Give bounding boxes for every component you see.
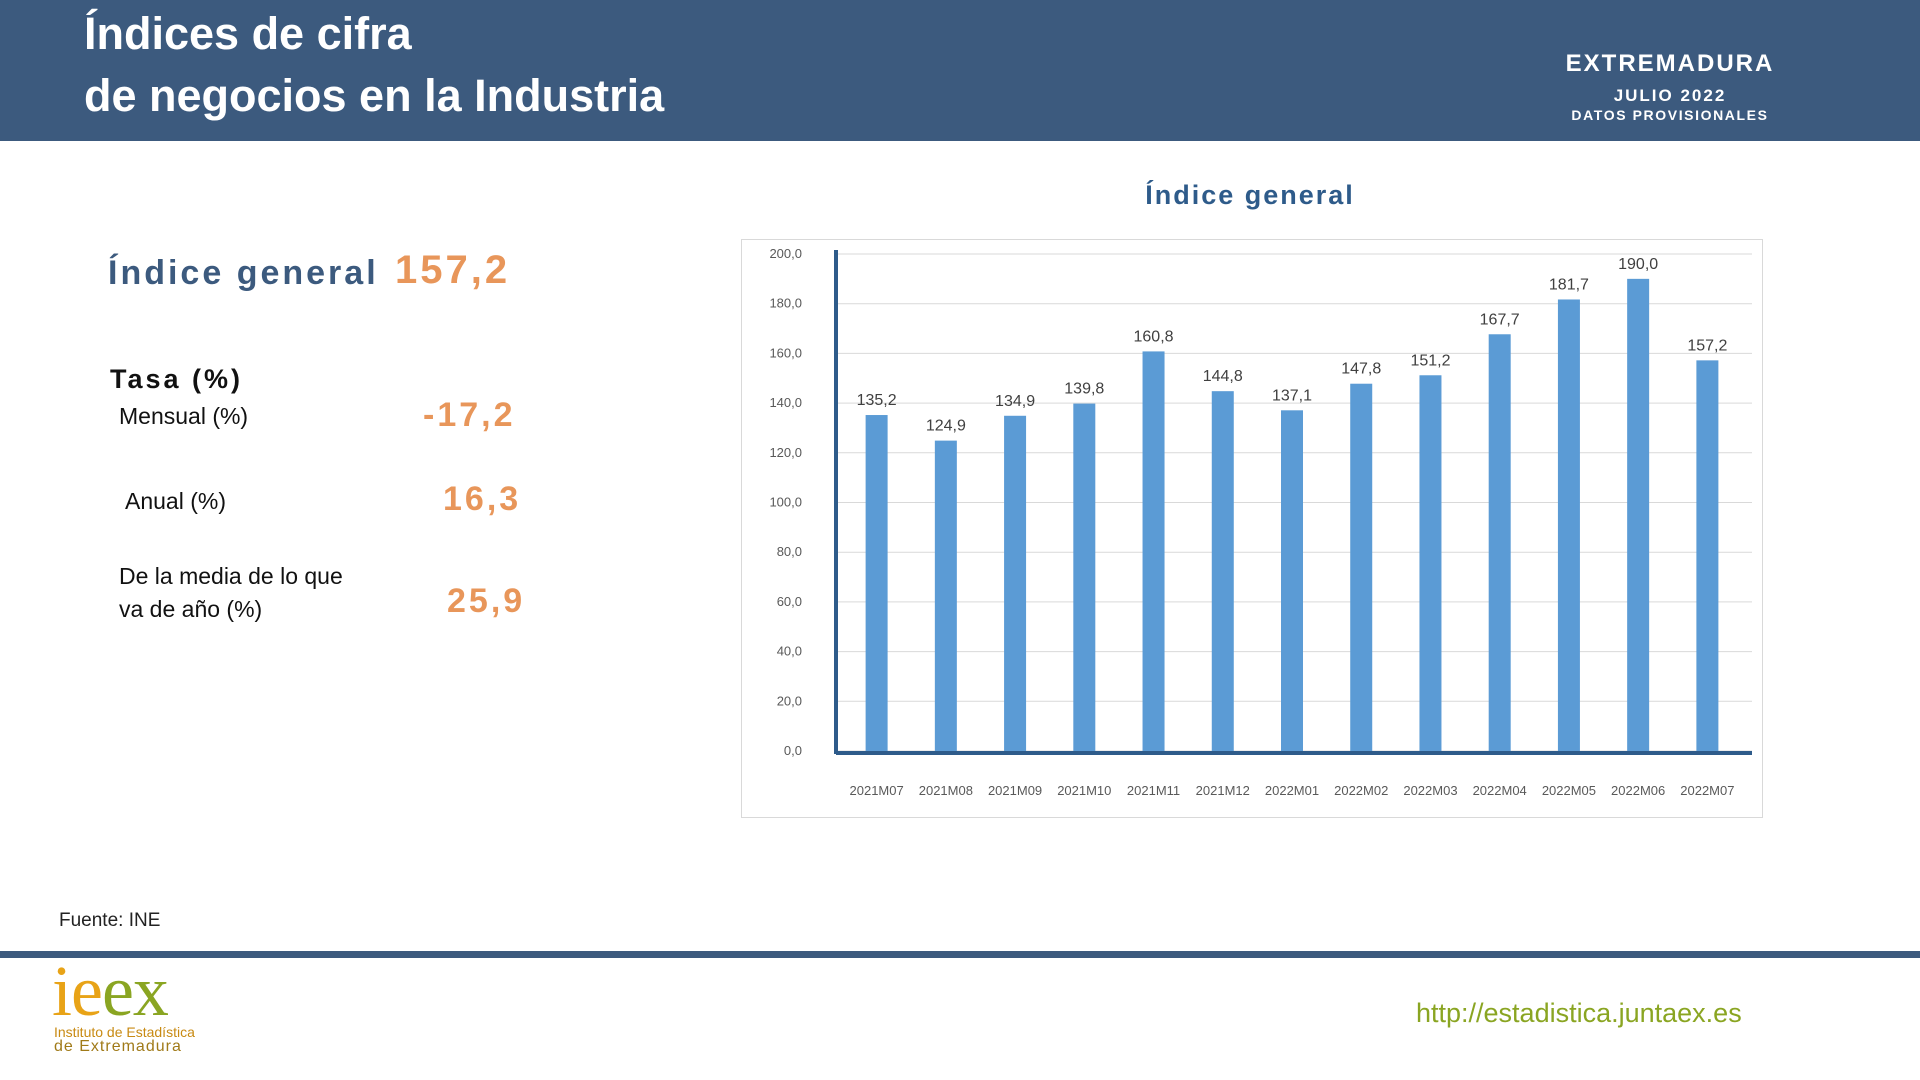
y-tick-label: 20,0 (777, 693, 802, 708)
bar (1419, 375, 1442, 751)
data-label: 157,2 (1687, 337, 1727, 354)
x-tick-label: 2021M12 (1196, 783, 1250, 798)
x-tick-label: 2021M09 (988, 783, 1042, 798)
logo-subtitle-1: Instituto de Estadística (54, 1024, 195, 1040)
data-label: 124,9 (926, 418, 966, 435)
rate-annual-label: Anual (%) (125, 488, 226, 514)
x-tick-label: 2022M03 (1403, 783, 1457, 798)
x-tick-label: 2022M05 (1542, 783, 1596, 798)
rate-ytd-value: 25,9 (447, 582, 526, 620)
data-label: 134,9 (995, 393, 1035, 410)
bar (865, 415, 888, 751)
bar (1557, 299, 1580, 751)
region-label: EXTREMADURA (1565, 50, 1775, 77)
chart-title: Índice general (1145, 180, 1355, 210)
header-bar: Índices de cifra de negocios en la Indus… (0, 0, 1920, 141)
y-tick-label: 100,0 (769, 495, 802, 510)
period-label: JULIO 2022 (1613, 86, 1727, 105)
data-label: 151,2 (1410, 352, 1450, 369)
source-note: Fuente: INE (59, 910, 161, 931)
logo-text-2: ex (101, 951, 169, 1031)
data-label: 144,8 (1203, 368, 1243, 385)
y-tick-label: 200,0 (769, 246, 802, 261)
data-label: 181,7 (1549, 276, 1589, 293)
bar (934, 440, 957, 751)
bar (1627, 278, 1650, 751)
x-tick-label: 2022M04 (1473, 783, 1527, 798)
y-tick-label: 180,0 (769, 296, 802, 311)
page-title-line1: Índices de cifra (84, 8, 412, 59)
index-label: Índice general (108, 254, 379, 292)
data-label: 190,0 (1618, 256, 1658, 273)
y-tick-label: 80,0 (777, 544, 802, 559)
x-tick-label: 2022M01 (1265, 783, 1319, 798)
x-tick-label: 2021M07 (850, 783, 904, 798)
data-label: 139,8 (1064, 381, 1104, 398)
x-tick-label: 2021M08 (919, 783, 973, 798)
bar (1488, 334, 1511, 751)
data-label: 147,8 (1341, 361, 1381, 378)
data-label: 167,7 (1480, 311, 1520, 328)
bar (1142, 351, 1165, 751)
data-label: 135,2 (857, 392, 897, 409)
bar (1073, 403, 1096, 751)
rate-monthly-label: Mensual (%) (119, 403, 249, 429)
x-tick-label: 2021M10 (1057, 783, 1111, 798)
logo-subtitle-2: de Extremadura (54, 1038, 182, 1055)
website-link[interactable]: http://estadistica.juntaex.es (1416, 998, 1742, 1028)
bar (1696, 360, 1719, 751)
bar (1004, 415, 1027, 751)
y-tick-label: 40,0 (777, 644, 802, 659)
bar (1211, 391, 1234, 751)
y-tick-label: 120,0 (769, 445, 802, 460)
logo-text-1: ie (52, 951, 103, 1031)
bar (1350, 383, 1373, 751)
y-tick-label: 0,0 (784, 743, 802, 758)
rates-title: Tasa (%) (110, 364, 244, 394)
rate-annual-value: 16,3 (443, 480, 522, 518)
data-label: 137,1 (1272, 387, 1312, 404)
footer-divider (0, 951, 1920, 958)
rate-ytd-label-line2: va de año (%) (119, 596, 263, 622)
x-tick-label: 2022M06 (1611, 783, 1665, 798)
bar (1281, 410, 1303, 751)
ieex-logo: ieex (52, 955, 169, 1027)
x-tick-label: 2022M07 (1680, 783, 1734, 798)
y-tick-label: 60,0 (777, 594, 802, 609)
status-label: DATOS PROVISIONALES (1571, 107, 1769, 123)
y-tick-label: 140,0 (769, 395, 802, 410)
chart-frame: 0,0 20,0 40,0 60,0 80,0 100,0 120,0 140,0 160,0 1… (741, 239, 1763, 818)
data-label: 160,8 (1134, 328, 1174, 345)
bar-chart: 0,0 20,0 40,0 60,0 80,0 100,0 120,0 140,0 160,0 1… (769, 246, 1752, 798)
x-tick-label: 2022M02 (1334, 783, 1388, 798)
rate-ytd-label-line1: De la media de lo que (119, 563, 343, 589)
index-value: 157,2 (395, 248, 511, 292)
x-tick-label: 2021M11 (1127, 783, 1180, 798)
rate-monthly-value: -17,2 (423, 396, 516, 434)
page-title-line2: de negocios en la Industria (84, 70, 665, 121)
y-tick-label: 160,0 (769, 345, 802, 360)
